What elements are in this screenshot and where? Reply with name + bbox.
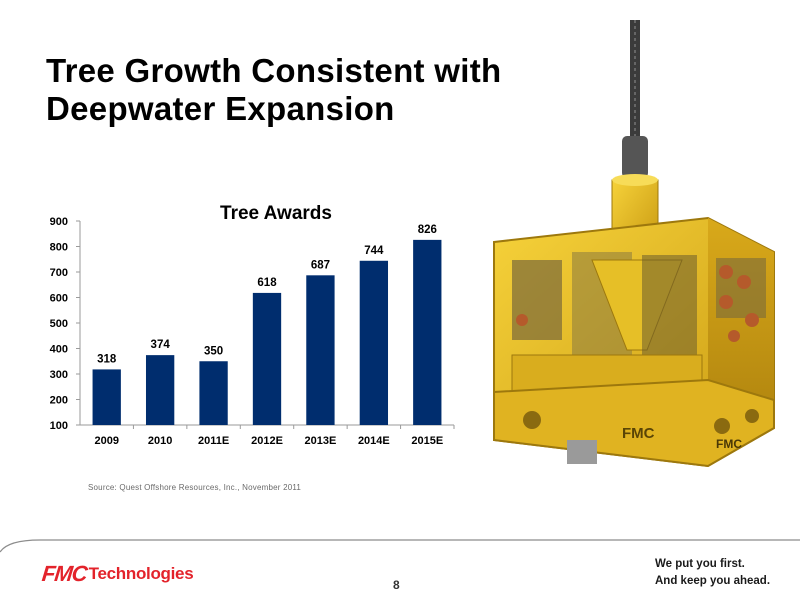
x-tick-label: 2014E: [358, 435, 390, 447]
page-number: 8: [393, 578, 400, 592]
bar-2012E: [252, 292, 282, 425]
slide-title-line-2: Deepwater Expansion: [46, 90, 395, 127]
tagline: We put you first. And keep you ahead.: [655, 556, 770, 590]
subsea-tree-image: FMC FMC: [493, 20, 775, 468]
fmc-technologies-logo: FMC Technologies: [40, 561, 194, 586]
chart-title: Tree Awards: [220, 203, 332, 224]
y-tick-label: 400: [50, 344, 68, 356]
data-label: 744: [364, 245, 384, 257]
tree-awards-chart: Tree Awards 318 374 350 618 687 744 826 100 200…: [50, 203, 455, 447]
x-tick-label: 2011E: [198, 435, 229, 447]
chart-bars: [92, 239, 442, 425]
tagline-line-2: And keep you ahead.: [655, 575, 771, 587]
bar-2011E: [199, 361, 228, 425]
chart-tick-labels: 100 200 300 400 500 600 700 800 900 2009 2010 2011E…: [50, 216, 444, 447]
data-label: 374: [151, 339, 171, 351]
bar-2014E: [359, 260, 389, 425]
y-tick-label: 900: [50, 216, 68, 228]
y-tick-label: 800: [50, 242, 68, 254]
data-label: 350: [204, 345, 223, 357]
tagline-line-1: We put you first.: [655, 558, 745, 570]
x-tick-label: 2010: [148, 435, 172, 447]
bar-2013E: [306, 275, 335, 425]
y-tick-label: 500: [50, 318, 68, 330]
logo-fmc-mark: FMC: [40, 561, 89, 586]
footer-divider: [0, 539, 800, 553]
data-label: 618: [257, 277, 277, 289]
data-label: 318: [97, 353, 117, 365]
source-note: Source: Quest Offshore Resources, Inc., …: [88, 483, 302, 492]
frame-marking-front: FMC: [622, 425, 655, 442]
x-tick-label: 2015E: [411, 435, 443, 447]
slide-title: Tree Growth Consistent with Deepwater Ex…: [46, 52, 516, 128]
frame-marking-side: FMC: [716, 437, 742, 451]
data-label: 826: [418, 224, 437, 236]
lifting-hook: [622, 136, 648, 178]
lifting-cable: [630, 20, 640, 138]
x-tick-label: 2012E: [251, 435, 283, 447]
slide-title-line-1: Tree Growth Consistent with: [46, 52, 502, 89]
y-tick-label: 300: [50, 369, 68, 381]
y-tick-label: 100: [50, 420, 68, 432]
chart-data-labels: 318 374 350 618 687 744 826: [97, 224, 437, 366]
y-tick-label: 700: [50, 267, 68, 279]
x-tick-label: 2013E: [305, 435, 337, 447]
y-tick-label: 200: [50, 395, 68, 407]
logo-technologies-text: Technologies: [88, 564, 194, 583]
bar-2009: [92, 369, 121, 425]
y-tick-label: 600: [50, 293, 68, 305]
bar-2010: [145, 355, 175, 425]
data-label: 687: [311, 259, 330, 271]
chart-axes: [76, 220, 455, 429]
x-tick-label: 2009: [94, 435, 118, 447]
bar-2015E: [413, 239, 442, 425]
